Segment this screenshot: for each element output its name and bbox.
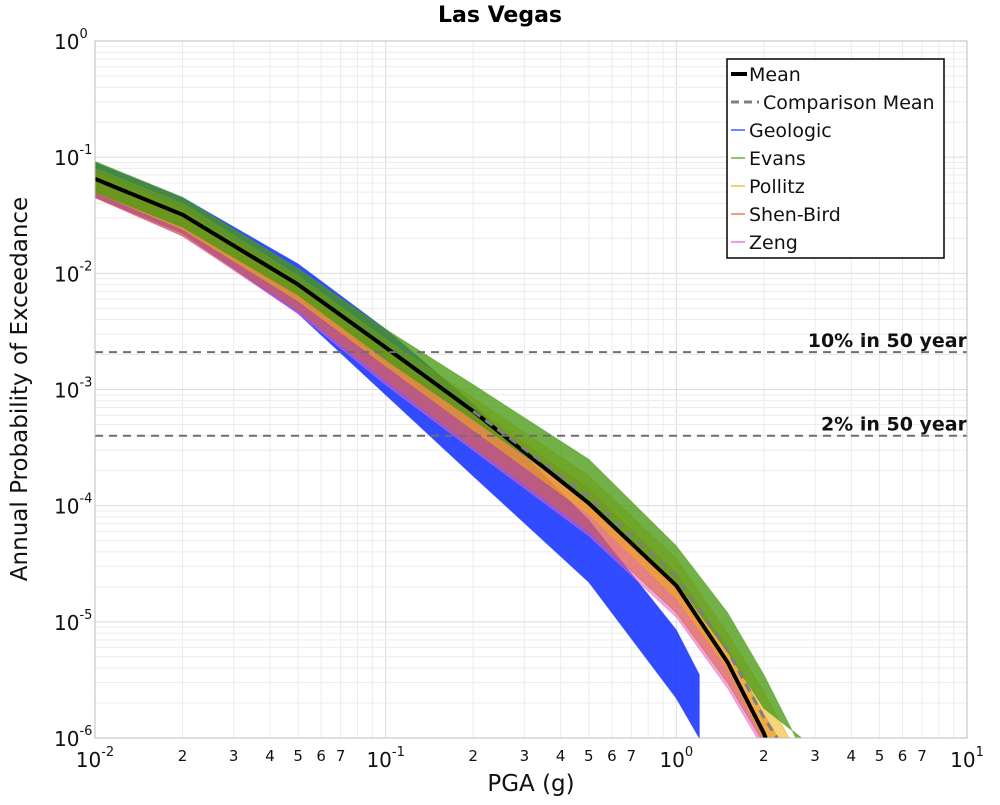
plot-frame [94, 40, 968, 739]
x-minor-tick-label: 7 [336, 747, 346, 765]
legend-label: Comparison Mean [763, 92, 935, 114]
x-minor-tick-label: 6 [898, 747, 908, 765]
x-minor-tick-label: 5 [293, 747, 303, 765]
legend-box [726, 58, 945, 259]
x-minor-tick-label: 4 [847, 747, 857, 765]
legend-label: Pollitz [749, 176, 805, 198]
y-tick-exponent: -2 [79, 259, 92, 274]
y-tick-exponent: -3 [79, 376, 92, 391]
band-evans [95, 160, 803, 738]
x-tick-label: 10-1 [366, 745, 404, 772]
series-bands [95, 160, 803, 738]
x-minor-tick-label: 3 [810, 747, 820, 765]
x-minor-tick-label: 6 [316, 747, 326, 765]
legend: Mean Comparison Mean Geologic Evans Pollitz S… [726, 58, 945, 259]
legend-label: Shen-Bird [749, 204, 841, 226]
y-tick-exponent: -6 [79, 724, 92, 739]
x-tick-exponent: -1 [392, 745, 405, 760]
x-minor-tick-label: 2 [178, 747, 188, 765]
y-tick-label: 100 [54, 27, 88, 54]
x-minor-tick-label: 4 [556, 747, 566, 765]
legend-label: Geologic [749, 120, 832, 142]
x-minor-tick-label: 6 [607, 747, 617, 765]
y-tick-label: 10-6 [54, 724, 92, 751]
x-minor-tick-label: 5 [875, 747, 885, 765]
reference-line-label: 2% in 50 year [821, 414, 968, 436]
x-tick-exponent: 1 [976, 745, 984, 760]
y-tick-exponent: -1 [79, 143, 92, 158]
x-minor-tick-label: 4 [265, 747, 275, 765]
mean-line [95, 177, 768, 738]
x-minor-tick-label: 2 [759, 747, 769, 765]
x-axis-label: PGA (g) [487, 771, 574, 797]
y-axis-label: Annual Probability of Exceedance [7, 197, 33, 581]
x-minor-tick-label: 3 [229, 747, 239, 765]
x-tick-exponent: -2 [101, 745, 114, 760]
grid-lines [94, 41, 967, 739]
x-tick-label: 100 [659, 745, 693, 772]
reference-lines: 10% in 50 year 2% in 50 year [95, 330, 968, 437]
legend-label: Mean [749, 64, 801, 86]
x-tick-exponent: 0 [685, 745, 693, 760]
y-tick-label: 10-2 [54, 259, 92, 286]
y-tick-label: 10-5 [54, 608, 92, 635]
x-minor-tick-label: 5 [584, 747, 594, 765]
x-tick-label: 101 [950, 745, 984, 772]
chart-title: Las Vegas [438, 3, 562, 28]
y-tick-exponent: 0 [79, 27, 87, 42]
y-tick-label: 10-3 [54, 376, 92, 403]
y-tick-exponent: -4 [79, 492, 92, 507]
x-minor-tick-label: 2 [468, 747, 478, 765]
legend-label: Zeng [749, 232, 798, 254]
reference-line-label: 10% in 50 year [808, 330, 968, 352]
x-minor-tick-label: 3 [520, 747, 530, 765]
mean-lines [95, 177, 780, 738]
comparison-mean-line [472, 409, 780, 738]
x-minor-tick-label: 7 [627, 747, 637, 765]
y-tick-exponent: -5 [79, 608, 92, 623]
y-tick-label: 10-4 [54, 492, 92, 519]
legend-label: Evans [749, 148, 806, 170]
x-minor-tick-label: 7 [917, 747, 927, 765]
x-tick-label: 10-2 [76, 745, 114, 772]
y-tick-label: 10-1 [54, 143, 92, 170]
